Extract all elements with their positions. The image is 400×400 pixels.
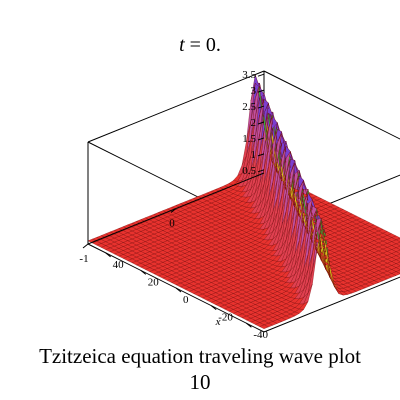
x-tick-label: -20 (218, 312, 233, 324)
x-axis-label: x (215, 316, 221, 328)
z-tick-label: 2 (251, 117, 257, 129)
box-edge (263, 276, 400, 333)
x-tick-label: -40 (253, 329, 268, 341)
x-tick-mark (175, 287, 182, 293)
z-tick-mark (257, 89, 265, 93)
y-tick-label: 0 (169, 218, 175, 230)
z-tick-mark (257, 121, 265, 125)
z-tick-mark (257, 169, 265, 173)
x-tick-mark (140, 270, 147, 275)
x-tick-mark (105, 252, 111, 258)
surface-patch (87, 238, 98, 244)
y-tick-mark (170, 208, 177, 213)
x-tick-label: 0 (183, 294, 189, 306)
title-value: = 0. (184, 34, 221, 56)
caption-line-2: 10 (189, 370, 211, 394)
title-variable: t (179, 34, 185, 56)
z-tick-mark (257, 105, 265, 109)
surface-mesh (87, 74, 400, 330)
x-tick-label: 20 (148, 276, 160, 288)
z-tick-label: 3.5 (242, 69, 256, 81)
z-tick-mark (257, 153, 265, 157)
y-tick-mark (82, 243, 89, 249)
caption-line-1: Tzitzeica equation traveling wave plot (39, 344, 361, 368)
z-tick-mark (257, 137, 265, 141)
z-tick-label: 0.5 (242, 165, 256, 177)
z-tick-label: 3 (251, 85, 257, 97)
box-edge (87, 70, 265, 143)
z-tick-label: 1.5 (242, 133, 256, 145)
y-tick-label: -1 (79, 253, 88, 265)
axis-ticks: 0.5 1 1.5 2 2.5 3 3.5 -40 -20 0 20 40 x -1 0 (79, 69, 268, 341)
z-tick-mark (257, 73, 265, 77)
box-edge (263, 70, 400, 140)
x-tick-mark (246, 322, 252, 328)
plot-title: t = 0. (0, 34, 400, 57)
z-tick-label: 1 (251, 149, 257, 161)
x-tick-label: 40 (113, 259, 125, 271)
x-tick-mark (210, 305, 217, 310)
z-tick-label: 2.5 (242, 101, 256, 113)
